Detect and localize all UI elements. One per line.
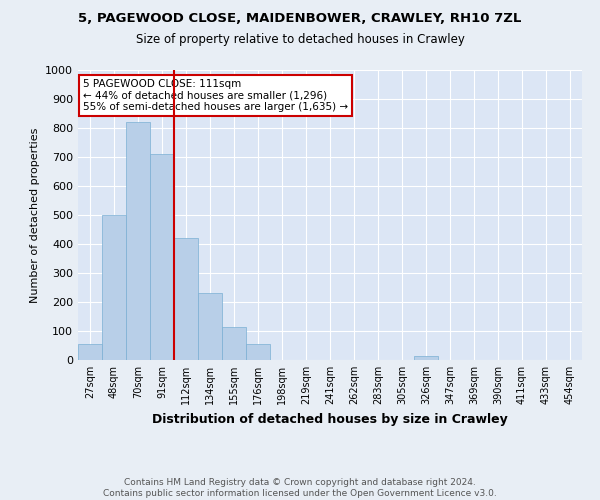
Bar bbox=[126, 122, 150, 360]
Bar bbox=[246, 344, 270, 360]
Bar bbox=[102, 215, 126, 360]
Bar bbox=[150, 154, 174, 360]
Text: 5, PAGEWOOD CLOSE, MAIDENBOWER, CRAWLEY, RH10 7ZL: 5, PAGEWOOD CLOSE, MAIDENBOWER, CRAWLEY,… bbox=[79, 12, 521, 26]
Text: Size of property relative to detached houses in Crawley: Size of property relative to detached ho… bbox=[136, 32, 464, 46]
Bar bbox=[414, 356, 438, 360]
Bar bbox=[174, 238, 198, 360]
Bar bbox=[78, 344, 102, 360]
Text: 5 PAGEWOOD CLOSE: 111sqm
← 44% of detached houses are smaller (1,296)
55% of sem: 5 PAGEWOOD CLOSE: 111sqm ← 44% of detach… bbox=[83, 78, 348, 112]
Bar bbox=[222, 326, 246, 360]
Y-axis label: Number of detached properties: Number of detached properties bbox=[29, 128, 40, 302]
Text: Contains HM Land Registry data © Crown copyright and database right 2024.
Contai: Contains HM Land Registry data © Crown c… bbox=[103, 478, 497, 498]
X-axis label: Distribution of detached houses by size in Crawley: Distribution of detached houses by size … bbox=[152, 412, 508, 426]
Bar bbox=[198, 294, 222, 360]
